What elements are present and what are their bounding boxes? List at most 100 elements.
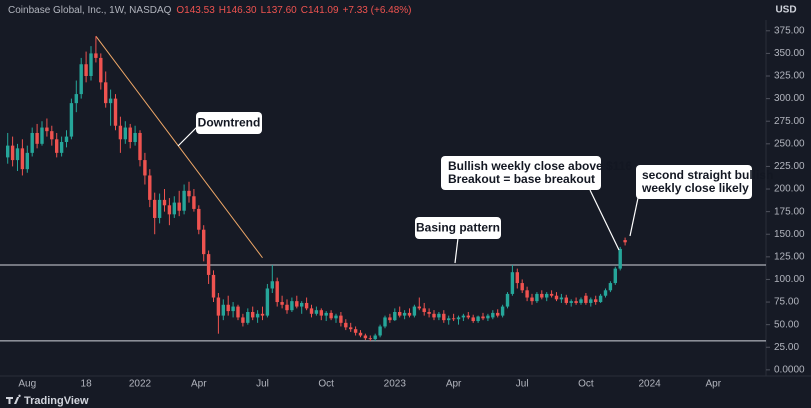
candle-body — [422, 308, 426, 312]
annotation-pointer — [589, 189, 620, 251]
footer-brand: TradingView — [6, 394, 89, 407]
candle-body — [549, 293, 554, 296]
x-tick-label: 2022 — [129, 379, 152, 390]
candle-body — [603, 290, 608, 296]
candle-body — [608, 283, 613, 291]
y-tick-label: 300.00 — [774, 93, 805, 104]
candle-body — [569, 301, 573, 303]
candle-body — [515, 272, 519, 284]
annotation-text: Breakout = base breakout — [448, 172, 595, 186]
candle-body — [84, 64, 88, 77]
symbol-title: Coinbase Global, Inc., 1W, NASDAQ — [8, 5, 172, 16]
y-tick-label: 100.00 — [774, 274, 805, 285]
candle-body — [153, 199, 157, 218]
candle-body — [398, 311, 402, 316]
candle-body — [108, 98, 113, 104]
candle-body — [128, 127, 132, 143]
candle-body — [344, 322, 348, 328]
candle-body — [545, 293, 549, 298]
candle-body — [339, 315, 343, 323]
x-tick-label: Oct — [318, 379, 334, 390]
candle-body — [10, 145, 15, 161]
candle-body — [456, 317, 461, 320]
x-tick-label: Apr — [446, 379, 462, 390]
candle-body — [432, 313, 436, 318]
candle-body — [202, 229, 206, 255]
annotation-pointer — [454, 237, 459, 264]
trendline — [95, 35, 263, 259]
low-value: L137.60 — [261, 5, 298, 16]
candle-body — [99, 57, 103, 83]
candle-body — [290, 301, 294, 311]
candle-body — [402, 312, 407, 316]
candle-body — [59, 142, 64, 153]
candle-body — [260, 313, 265, 316]
annotation-box — [441, 156, 601, 190]
annotation-pointer — [629, 197, 639, 237]
candle-body — [442, 313, 446, 321]
candle-body — [393, 311, 397, 321]
annotation-box — [415, 217, 501, 239]
candle-body — [295, 301, 299, 307]
candle-body — [314, 310, 319, 314]
candle-body — [251, 311, 255, 318]
open-value: O143.53 — [176, 5, 215, 16]
x-tick-label: 18 — [81, 379, 93, 390]
y-tick-label: 150.00 — [774, 229, 805, 240]
y-tick-label: 375.00 — [774, 25, 805, 36]
close-value: C141.09 — [301, 5, 339, 16]
brand-name: TradingView — [24, 395, 89, 407]
candle-body — [447, 318, 451, 321]
candle-body — [226, 304, 230, 312]
candle-body — [6, 145, 10, 158]
candle-body — [182, 190, 186, 211]
candle-body — [241, 317, 245, 323]
candle-body — [554, 295, 559, 300]
candle-body — [138, 132, 142, 161]
candle-body — [358, 332, 363, 336]
annotation: Downtrend — [177, 112, 262, 147]
annotation-text: Downtrend — [198, 116, 261, 130]
candle-body — [309, 308, 314, 314]
x-tick-label: Apr — [191, 379, 207, 390]
y-tick-label: 125.00 — [774, 251, 805, 262]
candle-body — [206, 254, 211, 275]
candle-body — [211, 274, 216, 298]
annotation: Bullish weekly close above $116 Breakout… — [441, 156, 632, 251]
candle-body — [505, 293, 510, 307]
y-tick-label: 75.00 — [774, 297, 799, 308]
candle-body — [172, 202, 176, 215]
candle-body — [177, 202, 181, 211]
y-tick-label: 0.0000 — [774, 365, 805, 376]
candle-body — [525, 290, 529, 298]
candle-body — [623, 240, 627, 243]
annotation-box — [636, 165, 752, 199]
candle-body — [20, 148, 25, 170]
candle-body — [520, 283, 524, 291]
candle-body — [451, 318, 456, 320]
candle-body — [300, 302, 304, 307]
candle-body — [236, 306, 240, 318]
high-value: H146.30 — [219, 5, 257, 16]
x-tick-label: 2024 — [638, 379, 661, 390]
candle-body — [618, 248, 622, 269]
candle-body — [79, 64, 83, 95]
candle-body — [329, 312, 333, 319]
candle-body — [559, 297, 564, 300]
annotation-text: Bullish weekly close above $116 — [448, 159, 632, 173]
candle-body — [510, 272, 515, 294]
candle-body — [491, 312, 495, 318]
candle-body — [221, 304, 225, 316]
y-tick-label: 50.00 — [774, 319, 799, 330]
y-tick-label: 225.00 — [774, 161, 805, 172]
candle-body — [192, 196, 196, 209]
candle-body — [216, 297, 221, 316]
annotation-text: weekly close likely — [641, 181, 749, 195]
y-tick-label: 175.00 — [774, 206, 805, 217]
candle-body — [197, 208, 201, 230]
candle-body — [417, 306, 421, 309]
candle-body — [535, 293, 539, 302]
candle-body — [598, 295, 603, 303]
candle-body — [540, 293, 544, 298]
